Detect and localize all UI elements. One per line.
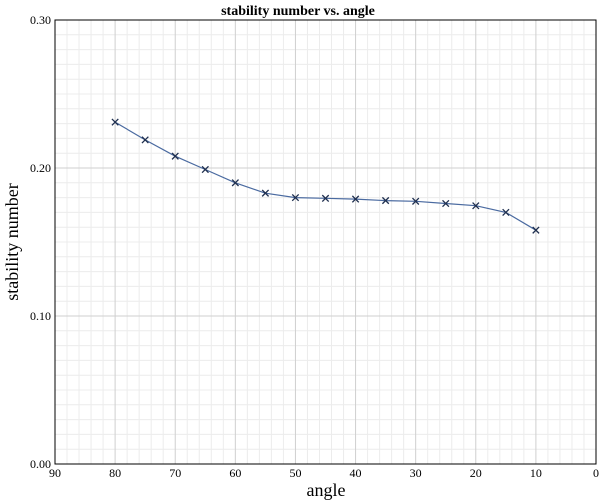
data-point [171,152,179,160]
y-tick-label: 0.00 [30,457,51,471]
y-tick-label: 0.20 [30,161,51,175]
data-point [291,193,300,202]
data-point [381,196,390,205]
data-point [141,136,149,144]
data-point [201,165,209,174]
plot-frame [54,19,597,465]
data-point [472,202,480,210]
x-tick-label: 90 [49,466,61,480]
tick-labels: 90 80 70 60 50 40 30 20 10 0 0.00 0.10 0.20 0.30 [30,13,599,480]
y-tick-label: 0.30 [30,13,51,27]
data-point [532,226,540,234]
series-layer [111,118,540,234]
data-point [442,199,450,208]
data-point [351,195,360,203]
x-tick-label: 10 [530,466,542,480]
data-point [111,118,119,126]
grid [54,19,597,465]
x-tick-label: 80 [109,466,121,480]
x-tick-label: 70 [169,466,181,480]
data-point [231,179,239,187]
data-point [412,197,420,205]
x-tick-label: 40 [350,466,362,480]
x-tick-label: 0 [593,466,599,480]
x-tick-label: 50 [289,466,301,480]
x-tick-label: 60 [229,466,241,480]
y-tick-label: 0.10 [30,309,51,323]
x-tick-label: 30 [410,466,422,480]
x-tick-label: 20 [470,466,482,480]
data-point [502,208,510,217]
data-point [321,194,330,202]
chart-title: stability number vs. angle [221,4,375,19]
y-axis-label: stability number [2,183,22,300]
data-point [261,189,270,197]
x-axis-label: angle [307,480,346,500]
